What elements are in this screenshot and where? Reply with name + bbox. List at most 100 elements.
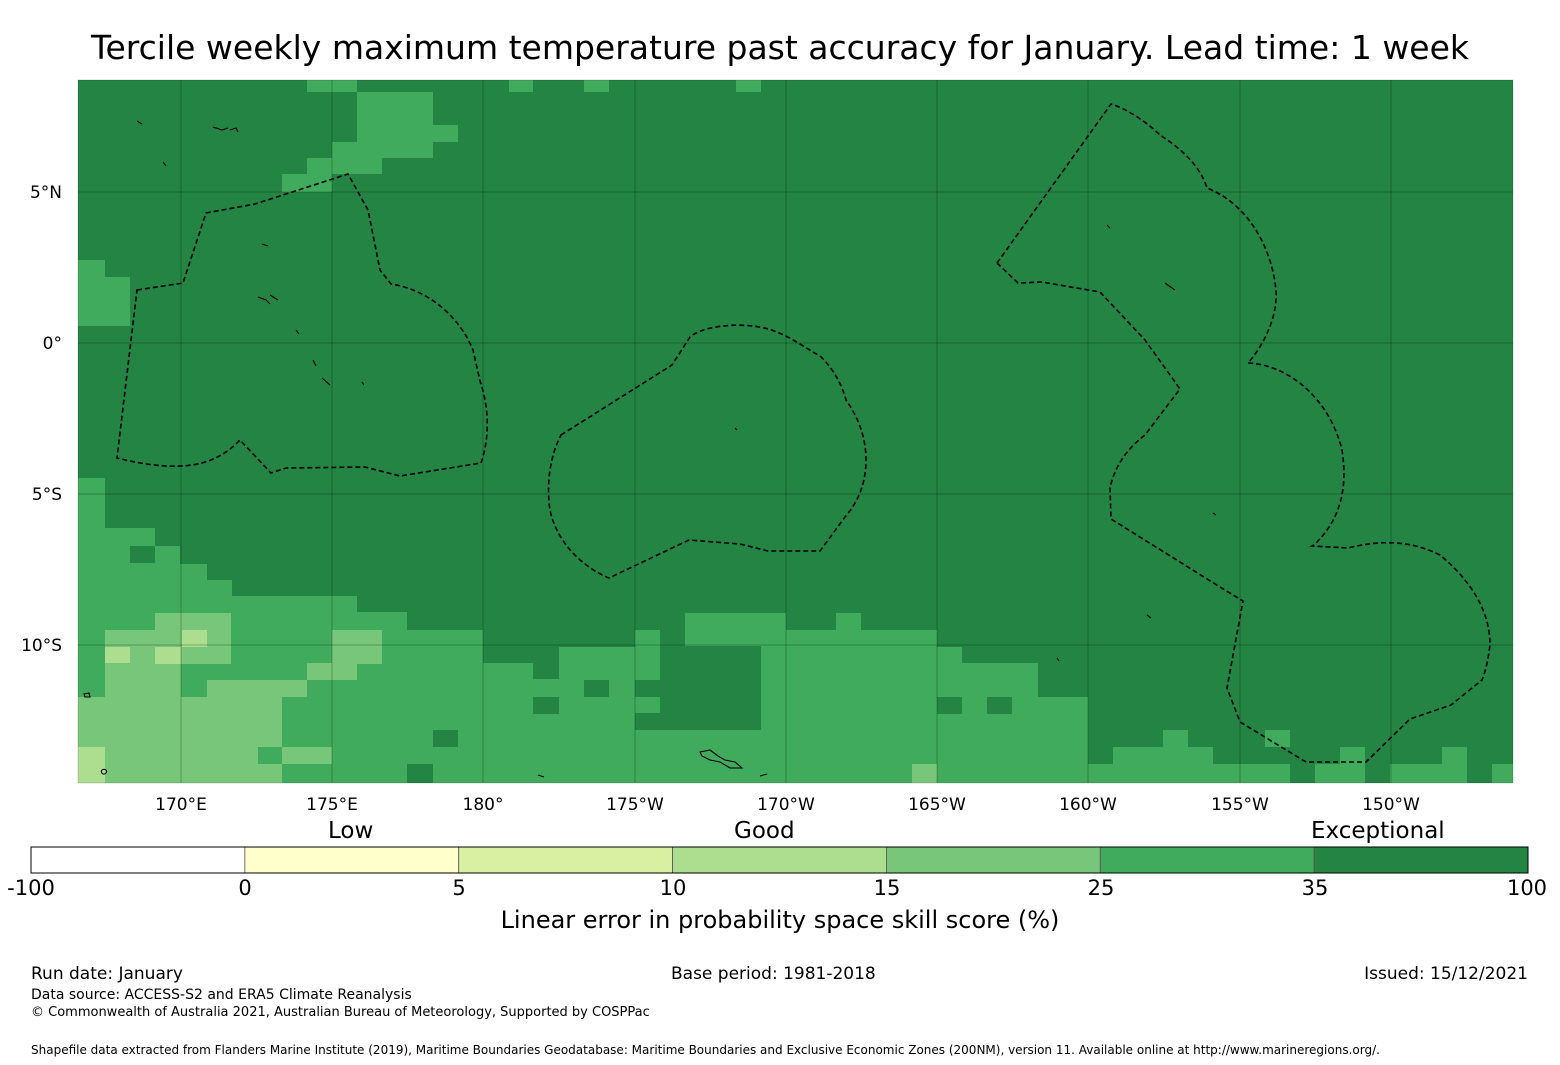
skill-patch	[155, 613, 231, 630]
island	[699, 749, 744, 769]
skill-patch	[433, 125, 458, 142]
island	[136, 120, 143, 125]
skill-patch	[282, 680, 307, 697]
skill-patch	[1163, 730, 1188, 747]
island	[295, 329, 300, 335]
skill-patch	[1365, 764, 1390, 783]
skill-patch	[407, 630, 483, 783]
skill-patch	[307, 158, 332, 174]
skill-patch	[533, 647, 559, 679]
colorbar-tick: 100	[1506, 876, 1548, 900]
skill-patch	[761, 613, 786, 730]
island	[257, 296, 271, 305]
lat-label: 5°N	[30, 183, 62, 203]
skill-patch	[105, 277, 130, 326]
colorbar-tick: 35	[1301, 876, 1329, 900]
skill-patch	[1113, 747, 1213, 764]
colorbar	[30, 846, 1529, 874]
skill-patch	[660, 647, 761, 713]
skill-patch	[937, 697, 962, 714]
island	[1146, 614, 1152, 619]
skill-patch	[1265, 730, 1290, 747]
island	[361, 381, 365, 386]
lon-label: 175°W	[606, 795, 664, 815]
island	[83, 692, 91, 698]
skill-patch	[105, 663, 181, 697]
island	[162, 161, 167, 167]
eez-boundaries	[116, 103, 1491, 763]
island	[1106, 224, 1111, 229]
skill-patch	[407, 764, 433, 783]
island	[759, 773, 768, 777]
lon-label: 165°W	[908, 795, 966, 815]
colorbar-tick: 0	[238, 876, 252, 900]
lon-label: 155°W	[1211, 795, 1269, 815]
lon-label: 170°E	[155, 795, 207, 815]
lon-labels: 170°E 175°E 180° 175°W 170°W 165°W 160°W 155°W 1…	[155, 795, 1420, 815]
skill-patch	[78, 260, 105, 294]
colorbar-tick: 5	[452, 876, 466, 900]
skill-patch	[635, 630, 660, 783]
lat-labels: 5°N 0° 5°S 10°S	[21, 183, 62, 656]
skill-patch	[332, 630, 382, 664]
island	[100, 768, 108, 775]
lon-label: 180°	[463, 795, 504, 815]
skill-patch	[207, 680, 282, 697]
colorbar-segment	[1099, 846, 1315, 874]
islands	[83, 120, 1217, 778]
skill-patch	[635, 680, 660, 697]
island	[229, 127, 239, 133]
island	[261, 243, 269, 247]
data-source: Data source: ACCESS-S2 and ERA5 Climate …	[31, 987, 412, 1003]
lon-label: 175°E	[306, 795, 358, 815]
skill-patch	[78, 747, 258, 783]
skill-patch	[533, 697, 559, 714]
eez-boundary-west	[116, 173, 489, 477]
skill-patch	[231, 630, 257, 647]
skill-patch	[937, 647, 962, 783]
skill-patch	[258, 764, 282, 783]
colorbar-tick: 10	[659, 876, 687, 900]
colorbar-segment	[1313, 846, 1529, 874]
chart-title: Tercile weekly maximum temperature past …	[90, 28, 1470, 67]
island	[212, 126, 229, 131]
skill-patch	[130, 546, 155, 563]
colorbar-category-low: Low	[328, 818, 374, 844]
lat-label: 0°	[43, 334, 62, 354]
skill-patch	[78, 697, 282, 747]
skill-patch	[483, 663, 559, 783]
skill-patch	[1038, 697, 1088, 783]
skill-patch	[282, 174, 332, 192]
colorbar-tick: -100	[7, 876, 55, 900]
lon-label: 160°W	[1059, 795, 1117, 815]
skill-patch	[155, 647, 181, 664]
island	[312, 359, 317, 367]
colorbar-segment	[458, 846, 673, 874]
colorbar-segment	[672, 846, 887, 874]
skill-patch	[1290, 764, 1315, 783]
skill-patch	[182, 630, 207, 647]
colorbar-title: Linear error in probability space skill …	[500, 906, 1060, 934]
lon-label: 150°W	[1362, 795, 1420, 815]
skill-patch	[736, 80, 761, 92]
island	[537, 774, 545, 778]
skill-patch	[78, 747, 105, 783]
skill-patch	[962, 663, 1038, 783]
skill-patch	[332, 142, 382, 174]
skill-patch	[307, 80, 357, 92]
skill-patch	[584, 680, 609, 697]
colorbar-tick: 25	[1087, 876, 1115, 900]
skill-patch	[307, 663, 357, 680]
colorbar-tick: 15	[873, 876, 901, 900]
skill-patch	[509, 80, 533, 92]
island	[1056, 657, 1060, 662]
skill-patch	[282, 747, 332, 764]
colorbar-category-good: Good	[734, 818, 795, 844]
island	[1164, 282, 1176, 291]
skill-patch	[685, 613, 761, 646]
run-date: Run date: January	[31, 964, 183, 984]
base-period: Base period: 1981-2018	[671, 964, 876, 984]
copyright: © Commonwealth of Australia 2021, Austra…	[31, 1005, 650, 1020]
graticule	[78, 80, 1513, 783]
skill-patch	[1442, 747, 1467, 764]
